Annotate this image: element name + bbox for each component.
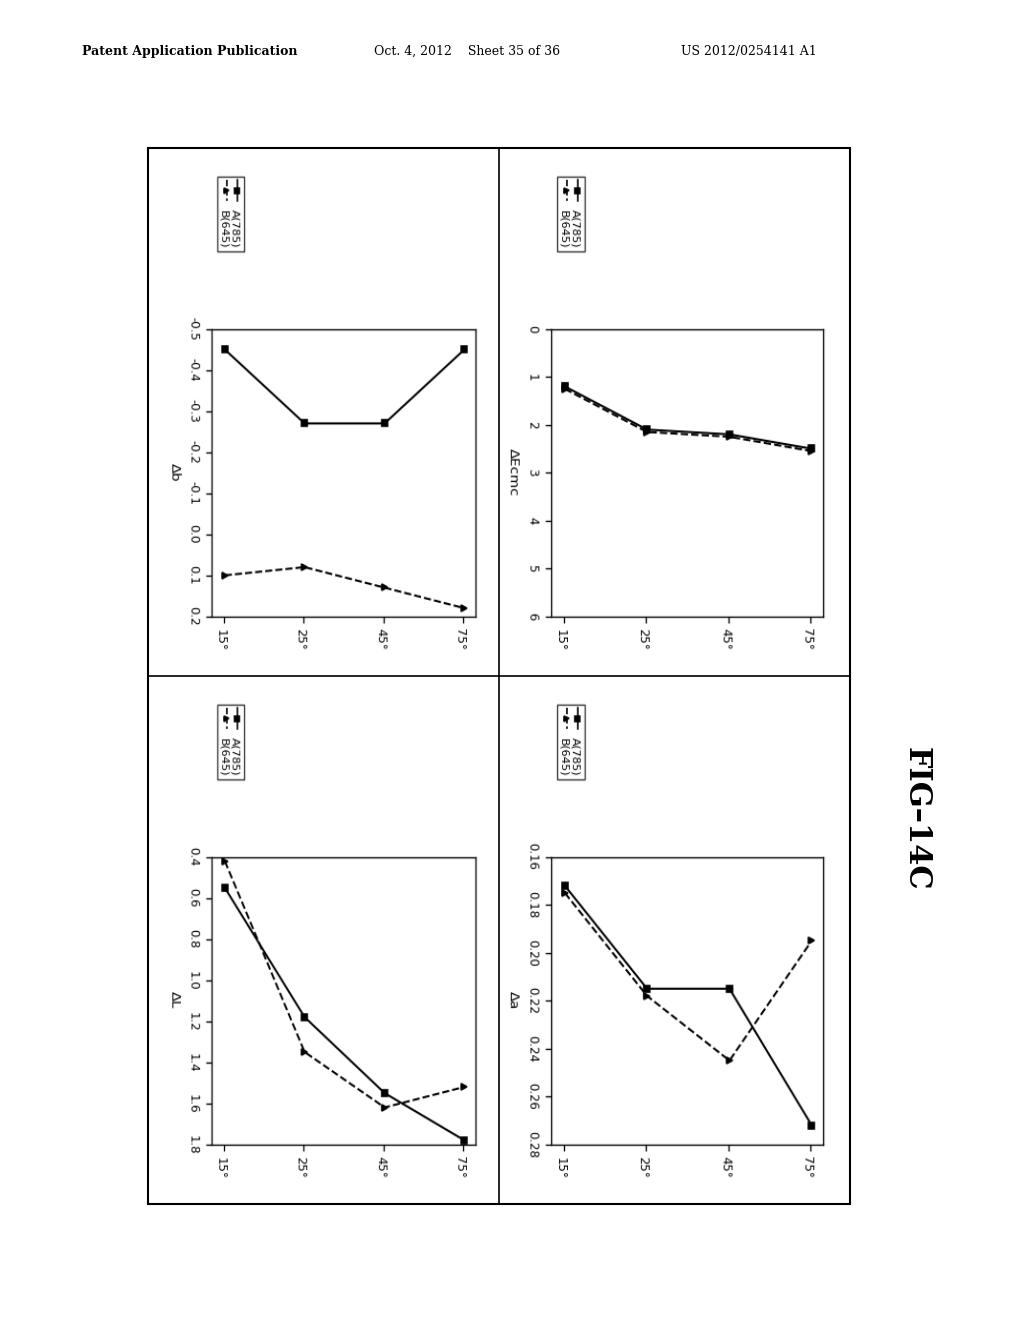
Text: FIG–14C: FIG–14C xyxy=(901,747,932,890)
Text: Oct. 4, 2012    Sheet 35 of 36: Oct. 4, 2012 Sheet 35 of 36 xyxy=(374,45,560,58)
Text: Patent Application Publication: Patent Application Publication xyxy=(82,45,297,58)
Text: US 2012/0254141 A1: US 2012/0254141 A1 xyxy=(681,45,817,58)
